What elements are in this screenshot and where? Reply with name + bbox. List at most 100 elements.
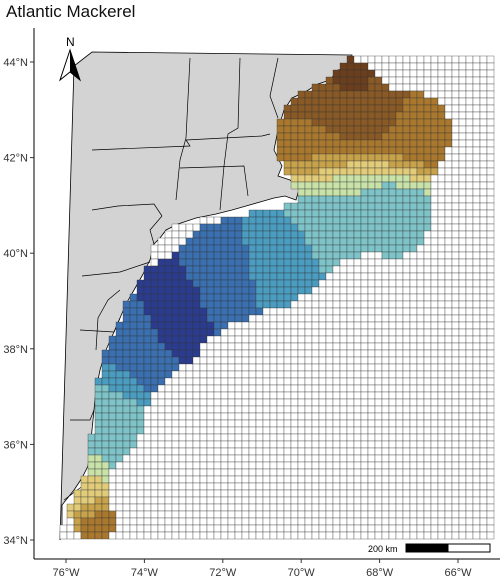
grid-cell <box>402 405 411 414</box>
grid-cell <box>276 468 285 477</box>
grid-cell <box>304 440 313 449</box>
grid-cell <box>318 440 327 449</box>
grid-cell <box>227 272 236 281</box>
y-tick-label: 40°N <box>3 248 28 260</box>
grid-cell <box>297 195 306 204</box>
grid-cell <box>325 272 334 281</box>
grid-cell <box>192 377 201 386</box>
grid-cell <box>178 300 187 309</box>
grid-cell <box>178 328 187 337</box>
grid-cell <box>304 356 313 365</box>
grid-cell <box>409 328 418 337</box>
grid-cell <box>262 307 271 316</box>
grid-cell <box>388 111 397 120</box>
grid-cell <box>465 55 474 64</box>
grid-cell <box>220 244 229 253</box>
grid-cell <box>430 447 439 456</box>
grid-cell <box>185 300 194 309</box>
grid-cell <box>367 468 376 477</box>
grid-cell <box>451 300 460 309</box>
grid-cell <box>94 419 103 428</box>
grid-cell <box>346 76 355 85</box>
grid-cell <box>311 475 320 484</box>
grid-cell <box>395 167 404 176</box>
grid-cell <box>255 419 264 428</box>
grid-cell <box>66 503 75 512</box>
grid-cell <box>430 531 439 540</box>
grid-cell <box>353 496 362 505</box>
grid-cell <box>276 153 285 162</box>
grid-cell <box>199 426 208 435</box>
grid-cell <box>444 146 453 155</box>
grid-cell <box>388 174 397 183</box>
grid-cell <box>129 524 138 533</box>
grid-cell <box>262 468 271 477</box>
grid-cell <box>164 265 173 274</box>
grid-cell <box>325 377 334 386</box>
grid-cell <box>437 216 446 225</box>
grid-cell <box>472 174 481 183</box>
grid-cell <box>423 531 432 540</box>
grid-cell <box>381 342 390 351</box>
grid-cell <box>346 216 355 225</box>
grid-cell <box>318 384 327 393</box>
grid-cell <box>297 230 306 239</box>
grid-cell <box>248 335 257 344</box>
grid-cell <box>458 286 467 295</box>
grid-cell <box>304 174 313 183</box>
grid-cell <box>458 321 467 330</box>
grid-cell <box>374 517 383 526</box>
grid-cell <box>325 188 334 197</box>
grid-cell <box>276 482 285 491</box>
grid-cell <box>241 426 250 435</box>
grid-cell <box>479 118 488 127</box>
grid-cell <box>150 384 159 393</box>
grid-cell <box>416 83 425 92</box>
grid-cell <box>276 230 285 239</box>
grid-cell <box>472 216 481 225</box>
grid-cell <box>276 461 285 470</box>
grid-cell <box>283 398 292 407</box>
grid-cell <box>465 517 474 526</box>
grid-cell <box>339 286 348 295</box>
grid-cell <box>416 76 425 85</box>
grid-cell <box>395 216 404 225</box>
grid-cell <box>94 489 103 498</box>
grid-cell <box>437 279 446 288</box>
grid-cell <box>234 447 243 456</box>
grid-cell <box>220 230 229 239</box>
grid-cell <box>388 335 397 344</box>
grid-cell <box>339 174 348 183</box>
grid-cell <box>332 188 341 197</box>
grid-cell <box>178 531 187 540</box>
grid-cell <box>486 454 495 463</box>
grid-cell <box>465 293 474 302</box>
grid-cell <box>297 90 306 99</box>
grid-cell <box>157 293 166 302</box>
grid-cell <box>227 517 236 526</box>
grid-cell <box>192 398 201 407</box>
grid-cell <box>437 83 446 92</box>
grid-cell <box>423 202 432 211</box>
grid-cell <box>80 531 89 540</box>
grid-cell <box>451 307 460 316</box>
grid-cell <box>409 139 418 148</box>
grid-cell <box>423 97 432 106</box>
grid-cell <box>409 342 418 351</box>
grid-cell <box>367 139 376 148</box>
grid-cell <box>164 363 173 372</box>
grid-cell <box>479 174 488 183</box>
grid-cell <box>367 433 376 442</box>
grid-cell <box>164 531 173 540</box>
grid-cell <box>304 342 313 351</box>
grid-cell <box>199 286 208 295</box>
grid-cell <box>164 370 173 379</box>
grid-cell <box>353 160 362 169</box>
grid-cell <box>290 251 299 260</box>
grid-cell <box>276 216 285 225</box>
grid-cell <box>430 132 439 141</box>
grid-cell <box>388 62 397 71</box>
grid-cell <box>87 510 96 519</box>
grid-cell <box>451 510 460 519</box>
grid-cell <box>269 265 278 274</box>
